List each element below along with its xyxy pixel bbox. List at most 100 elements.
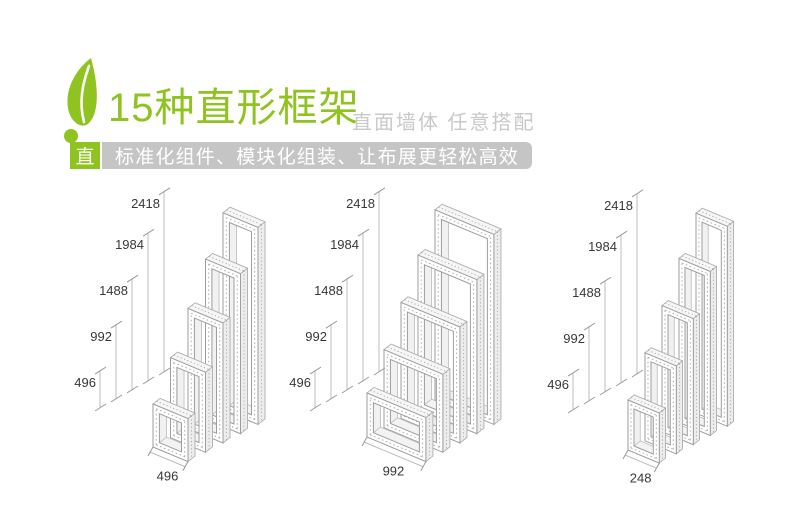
dim-tick: [615, 378, 628, 387]
width-dim-label-248: 248: [630, 471, 652, 486]
frame-groove-texture: [208, 255, 245, 272]
frame-groove-texture: [173, 354, 210, 370]
frame-inner-left-face: [424, 258, 432, 406]
height-dim-label-992: 992: [90, 329, 112, 344]
height-dim-label-1488: 1488: [572, 285, 601, 300]
frame-groove-texture: [438, 214, 491, 238]
leaf-vein: [80, 64, 91, 124]
width-dim-label-496: 496: [157, 468, 179, 483]
width-dim-label-992: 992: [383, 463, 405, 478]
dim-tick: [361, 436, 368, 447]
dim-tick: [94, 366, 107, 375]
height-dim-label-1984: 1984: [588, 239, 617, 254]
frame-right-face: [476, 273, 485, 435]
frame-inner-left-face: [390, 353, 398, 425]
frame-diagram-248: 496 992 1488 1984 2418 248: [547, 189, 735, 486]
frame-groove-texture: [404, 306, 457, 330]
frame-groove-texture: [226, 209, 262, 226]
dim-tick: [373, 367, 386, 376]
dim-tick: [158, 187, 171, 196]
height-dim-label-496: 496: [547, 377, 569, 392]
dim-tick: [110, 320, 123, 329]
frame-groove-texture: [208, 416, 238, 430]
dim-tick: [357, 228, 370, 237]
frame-groove-texture: [647, 356, 674, 369]
frame-groove-texture: [156, 444, 185, 458]
dim-tick: [653, 462, 660, 473]
frame-groove-texture: [421, 259, 474, 283]
dim-tick: [583, 322, 596, 331]
height-dim-label-1984: 1984: [115, 237, 144, 252]
frame-front-face: [366, 392, 427, 463]
frame-groove-texture: [191, 425, 220, 439]
frame-right-face: [222, 316, 231, 444]
frame-right-face: [442, 367, 451, 454]
height-dim-label-992: 992: [563, 331, 585, 346]
dim-tick: [599, 387, 612, 396]
frame-diagram-496: 496 992 1488 1984 2418 496: [74, 187, 266, 483]
frame-diagrams: 496 992 1488 1984 2418 496 496 992 1488 1984 2418 9…: [74, 187, 735, 486]
banner-badge: 直: [70, 142, 100, 169]
height-dim-label-2418: 2418: [131, 196, 160, 211]
frame-front-face: [434, 209, 495, 426]
width-dim-line-496: [149, 451, 186, 468]
dim-tick: [309, 366, 322, 375]
height-dim-label-2418: 2418: [346, 196, 375, 211]
width-dim-line-248: [624, 454, 657, 469]
frame-groove-texture: [370, 434, 423, 458]
frame-groove-texture: [191, 305, 227, 321]
feature-banner: 直 标准化组件、模块化组装、让布展更轻松高效: [70, 142, 532, 169]
page-subtitle: 直面墙体 任意搭配: [352, 112, 536, 134]
dim-tick: [158, 367, 171, 376]
height-dim-label-496: 496: [289, 375, 311, 390]
dim-tick: [615, 230, 628, 239]
width-dim-line-992: [363, 441, 424, 468]
dim-tick: [325, 320, 338, 329]
frame-groove-texture: [630, 447, 657, 460]
frame-right-face: [493, 228, 502, 426]
height-dim-label-496: 496: [74, 375, 96, 390]
exclamation-dot: [64, 129, 78, 143]
frame-groove-texture: [156, 400, 192, 417]
height-dim-label-992: 992: [305, 329, 327, 344]
frame-992x992: [383, 343, 451, 454]
frame-groove-texture: [208, 263, 238, 277]
frame-groove-texture: [630, 404, 657, 416]
frame-groove-texture: [226, 217, 255, 230]
dim-tick: [147, 446, 154, 457]
height-dim-label-2418: 2418: [604, 198, 633, 213]
dim-tick: [309, 403, 322, 412]
dim-tick: [126, 274, 139, 283]
dim-tick: [373, 187, 386, 196]
dim-tick: [182, 461, 189, 471]
dim-tick: [420, 461, 427, 471]
frame-groove-texture: [226, 407, 255, 420]
frame-diagram-992: 496 992 1488 1984 2418 992: [289, 187, 502, 478]
frame-front-face: [152, 403, 189, 463]
frame-groove-texture: [664, 309, 691, 322]
page-title: 15种直形框架: [108, 86, 360, 130]
banner-text: 标准化组件、模块化组装、让布展更轻松高效: [102, 142, 532, 169]
frame-groove-texture: [370, 397, 423, 421]
dim-tick: [567, 405, 580, 414]
dim-tick: [599, 276, 612, 285]
height-dim-label-1984: 1984: [330, 237, 359, 252]
frame-right-face: [726, 220, 734, 428]
dim-tick: [567, 368, 580, 377]
dim-tick: [126, 385, 139, 394]
dim-tick: [341, 385, 354, 394]
height-dim-label-1488: 1488: [99, 283, 128, 298]
frame-groove-texture: [387, 354, 440, 377]
frame-992x496: [366, 386, 434, 463]
dim-tick: [631, 369, 644, 378]
frame-248x496: [627, 394, 667, 464]
leaf-exclamation-icon: [64, 58, 97, 143]
frame-groove-texture: [173, 362, 203, 375]
frame-front-face: [627, 399, 660, 464]
dim-tick: [110, 394, 123, 403]
frame-front-face: [400, 301, 461, 444]
height-dim-label-1488: 1488: [314, 283, 343, 298]
dim-tick: [357, 376, 370, 385]
dim-tick: [631, 189, 644, 198]
frame-496x496: [152, 397, 196, 463]
